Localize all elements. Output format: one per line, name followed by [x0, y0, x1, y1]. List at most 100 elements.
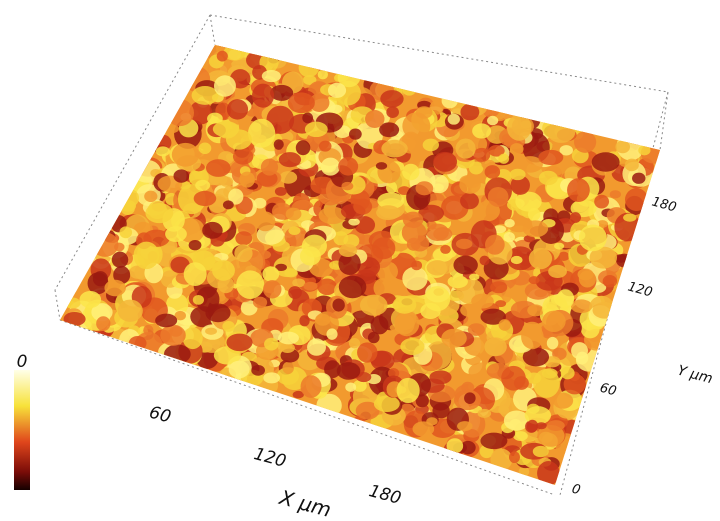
texture-blob — [415, 181, 433, 195]
y-tick-label: 120 — [626, 280, 654, 301]
texture-blob — [202, 222, 223, 239]
texture-blob — [337, 362, 361, 380]
texture-blob — [553, 393, 573, 409]
texture-blob — [92, 232, 119, 257]
texture-blob — [349, 338, 360, 348]
page: {"x_axis": {"label": "X µm", "ticks": [6… — [0, 0, 720, 521]
texture-blob — [448, 114, 460, 125]
texture-blob — [166, 99, 194, 126]
texture-blob — [376, 162, 387, 170]
texture-blob — [574, 131, 596, 153]
texture-blob — [341, 182, 353, 190]
texture-blob — [523, 220, 548, 237]
texture-blob — [381, 140, 407, 158]
texture-blob — [279, 152, 301, 167]
texture-blob — [547, 420, 565, 431]
texture-blob — [264, 338, 279, 351]
texture-blob — [194, 191, 217, 206]
texture-blob — [472, 123, 491, 138]
texture-blob — [236, 270, 264, 299]
texture-blob — [64, 312, 86, 326]
y-tick-label: 60 — [598, 381, 618, 400]
texture-blob — [397, 378, 420, 403]
texture-blob — [317, 279, 337, 296]
texture-blob — [453, 256, 477, 275]
texture-blob — [315, 314, 330, 326]
texture-blob — [253, 297, 267, 309]
texture-blob — [183, 327, 203, 349]
texture-blob — [456, 239, 472, 249]
texture-blob — [529, 276, 540, 284]
texture-blob — [592, 302, 616, 319]
texture-blob — [251, 365, 265, 376]
texture-blob — [307, 338, 326, 355]
texture-blob — [554, 243, 564, 250]
texture-blob — [184, 262, 207, 286]
texture-blob — [234, 244, 252, 262]
texture-blob — [509, 451, 520, 463]
texture-blob — [441, 329, 467, 348]
texture-blob — [288, 92, 315, 113]
texture-blob — [519, 467, 530, 477]
texture-blob — [400, 338, 424, 355]
texture-blob — [330, 104, 343, 113]
texture-blob — [547, 122, 575, 143]
texture-blob — [403, 86, 416, 95]
texture-blob — [402, 267, 427, 291]
texture-blob — [487, 116, 498, 125]
texture-blob — [303, 282, 317, 291]
texture-blob — [205, 328, 217, 335]
texture-blob — [112, 252, 128, 268]
texture-blob — [504, 232, 515, 242]
texture-blob — [571, 299, 592, 313]
texture-blob — [195, 180, 210, 191]
texture-blob — [261, 159, 278, 176]
texture-blob — [457, 421, 473, 431]
texture-blob — [199, 143, 212, 155]
texture-blob — [433, 227, 452, 241]
texture-blob — [459, 176, 480, 194]
texture-blob — [79, 291, 101, 308]
texture-blob — [318, 70, 328, 80]
texture-blob — [121, 202, 135, 215]
texture-blob — [570, 212, 581, 223]
texture-blob — [286, 208, 302, 221]
texture-blob — [440, 245, 451, 254]
texture-blob — [217, 51, 228, 62]
texture-blob — [193, 295, 204, 305]
texture-blob — [263, 280, 281, 298]
texture-blob — [283, 362, 294, 374]
texture-blob — [205, 303, 230, 322]
texture-blob — [511, 256, 523, 264]
texture-blob — [480, 433, 507, 449]
texture-blob — [490, 281, 507, 293]
texture-blob — [579, 270, 596, 287]
texture-blob — [557, 289, 575, 308]
texture-blob — [469, 274, 479, 281]
texture-blob — [235, 231, 252, 245]
x-axis-label: X µm — [276, 485, 334, 521]
texture-blob — [539, 171, 558, 185]
texture-blob — [223, 200, 234, 209]
texture-blob — [134, 242, 160, 270]
texture-blob — [510, 143, 524, 154]
texture-blob — [548, 265, 567, 278]
texture-blob — [380, 90, 403, 107]
texture-blob — [212, 260, 235, 281]
texture-blob — [301, 375, 322, 398]
texture-blob — [374, 396, 400, 412]
texture-blob — [305, 122, 328, 137]
texture-blob — [567, 178, 590, 202]
texture-blob — [603, 275, 617, 287]
texture-blob — [571, 342, 588, 359]
texture-blob — [288, 286, 302, 299]
texture-blob — [423, 139, 439, 152]
texture-blob — [357, 342, 377, 362]
texture-blob — [393, 296, 417, 314]
texture-blob — [433, 152, 457, 172]
texture-blob — [227, 99, 248, 119]
texture-blob — [338, 157, 358, 175]
texture-blob — [164, 344, 191, 363]
texture-blob — [386, 106, 399, 118]
x-tick-label: 180 — [367, 481, 404, 509]
